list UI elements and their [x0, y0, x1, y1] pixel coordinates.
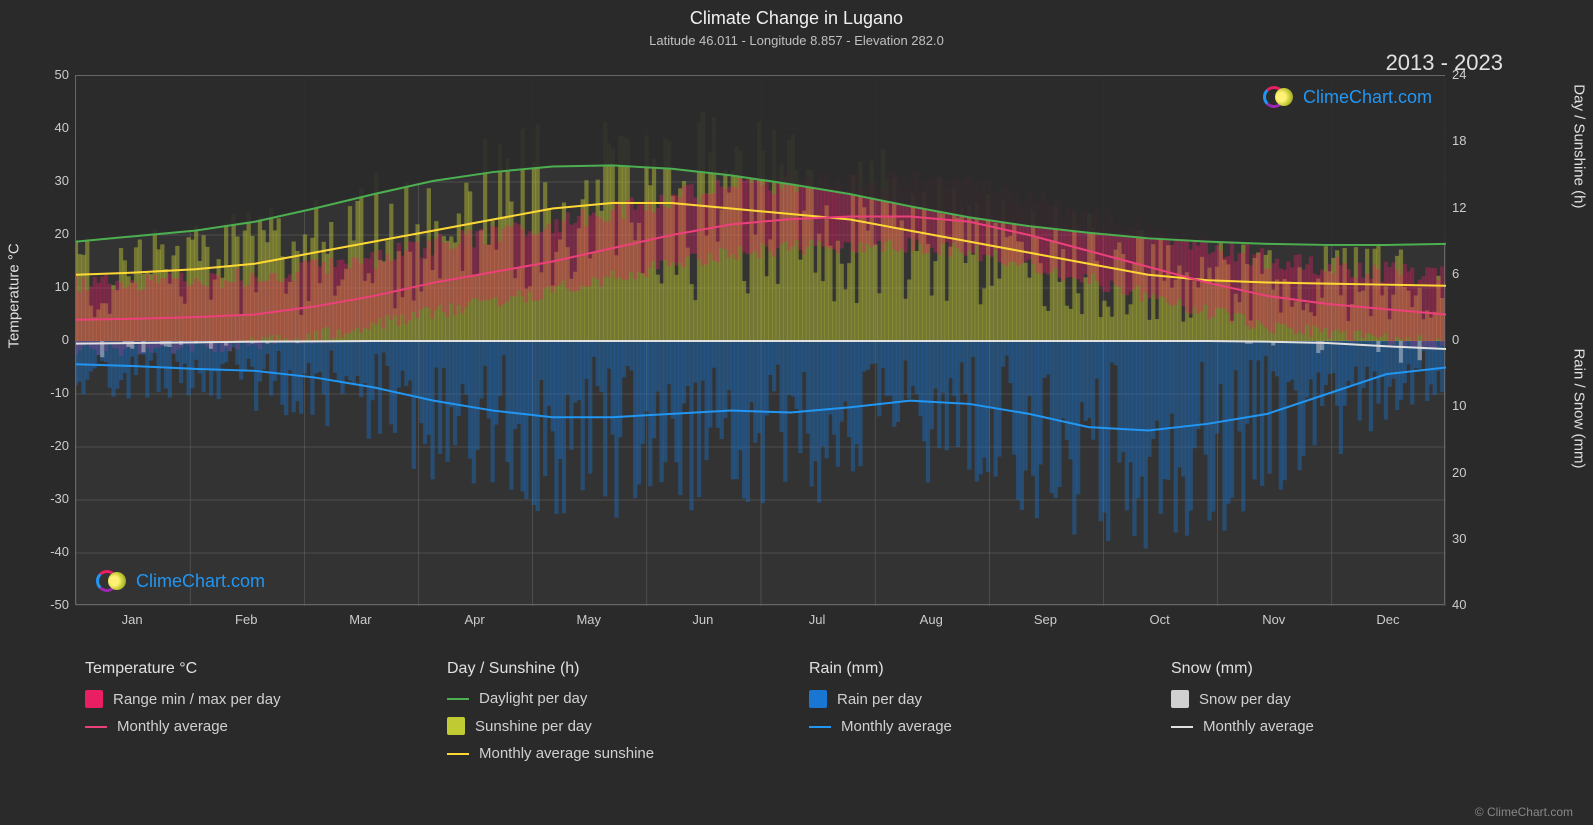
legend-header: Rain (mm) — [809, 660, 1171, 678]
legend-column: Rain (mm) Rain per day Monthly average — [809, 660, 1171, 772]
chart-subtitle: Latitude 46.011 - Longitude 8.857 - Elev… — [0, 29, 1593, 48]
x-tick: Sep — [1020, 612, 1070, 627]
legend-header: Temperature °C — [85, 660, 447, 678]
watermark-text: ClimeChart.com — [136, 571, 265, 592]
legend-item: Monthly average — [809, 718, 1171, 735]
copyright: © ClimeChart.com — [1475, 805, 1573, 819]
y-tick-left: -50 — [29, 597, 69, 612]
legend-swatch-icon — [1171, 690, 1189, 708]
y-tick-left: 30 — [29, 173, 69, 188]
y-tick-left: -30 — [29, 491, 69, 506]
x-tick: Aug — [906, 612, 956, 627]
legend-line-icon — [809, 726, 831, 728]
y-tick-left: 10 — [29, 279, 69, 294]
y-tick-left: -40 — [29, 544, 69, 559]
legend-label: Daylight per day — [479, 690, 587, 707]
legend-line-icon — [1171, 726, 1193, 728]
watermark-text: ClimeChart.com — [1303, 87, 1432, 108]
y-tick-right: 12 — [1452, 200, 1492, 215]
legend-item: Sunshine per day — [447, 717, 809, 735]
legend-swatch-icon — [447, 717, 465, 735]
x-tick: Apr — [450, 612, 500, 627]
x-tick: Jul — [792, 612, 842, 627]
x-tick: Nov — [1249, 612, 1299, 627]
legend-label: Range min / max per day — [113, 691, 281, 708]
y-tick-left: 40 — [29, 120, 69, 135]
y-tick-right: 0 — [1452, 332, 1492, 347]
y-tick-right: 10 — [1452, 398, 1492, 413]
y-axis-right-top-label: Day / Sunshine (h) — [1571, 84, 1588, 208]
x-tick: Oct — [1135, 612, 1185, 627]
legend-item: Daylight per day — [447, 690, 809, 707]
watermark-top: ClimeChart.com — [1263, 86, 1432, 108]
legend-item: Range min / max per day — [85, 690, 447, 708]
y-tick-left: 0 — [29, 332, 69, 347]
legend-label: Sunshine per day — [475, 718, 592, 735]
y-tick-left: -20 — [29, 438, 69, 453]
legend-label: Monthly average — [1203, 718, 1314, 735]
y-tick-left: 50 — [29, 67, 69, 82]
legend-label: Monthly average — [841, 718, 952, 735]
legend-swatch-icon — [85, 690, 103, 708]
legend-label: Rain per day — [837, 691, 922, 708]
x-tick: Dec — [1363, 612, 1413, 627]
x-tick: Feb — [221, 612, 271, 627]
legend-column: Day / Sunshine (h) Daylight per day Sunshi… — [447, 660, 809, 772]
y-axis-right-bot-label: Rain / Snow (mm) — [1571, 348, 1588, 468]
x-tick: Mar — [335, 612, 385, 627]
legend-item: Rain per day — [809, 690, 1171, 708]
y-tick-left: -10 — [29, 385, 69, 400]
legend-line-icon — [447, 698, 469, 700]
y-tick-right: 18 — [1452, 133, 1492, 148]
y-tick-right: 20 — [1452, 465, 1492, 480]
legend: Temperature °C Range min / max per day Mon… — [85, 660, 1533, 772]
y-tick-right: 40 — [1452, 597, 1492, 612]
legend-column: Temperature °C Range min / max per day Mon… — [85, 660, 447, 772]
y-tick-left: 20 — [29, 226, 69, 241]
x-tick: Jun — [678, 612, 728, 627]
legend-item: Monthly average — [1171, 718, 1533, 735]
legend-label: Snow per day — [1199, 691, 1291, 708]
y-axis-left-label: Temperature °C — [6, 243, 23, 348]
y-tick-right: 30 — [1452, 531, 1492, 546]
y-tick-right: 24 — [1452, 67, 1492, 82]
watermark-bottom: ClimeChart.com — [96, 570, 265, 592]
x-tick: May — [564, 612, 614, 627]
x-tick: Jan — [107, 612, 157, 627]
climechart-logo-icon — [96, 570, 130, 592]
legend-item: Snow per day — [1171, 690, 1533, 708]
chart-svg — [76, 76, 1446, 606]
legend-header: Day / Sunshine (h) — [447, 660, 809, 678]
legend-line-icon — [447, 753, 469, 755]
legend-column: Snow (mm) Snow per day Monthly average — [1171, 660, 1533, 772]
chart-title: Climate Change in Lugano — [0, 0, 1593, 29]
chart-plot-area: ClimeChart.com ClimeChart.com — [75, 75, 1445, 605]
y-tick-right: 6 — [1452, 266, 1492, 281]
legend-item: Monthly average — [85, 718, 447, 735]
legend-swatch-icon — [809, 690, 827, 708]
legend-item: Monthly average sunshine — [447, 745, 809, 762]
climechart-logo-icon — [1263, 86, 1297, 108]
legend-header: Snow (mm) — [1171, 660, 1533, 678]
legend-label: Monthly average — [117, 718, 228, 735]
legend-label: Monthly average sunshine — [479, 745, 654, 762]
legend-line-icon — [85, 726, 107, 728]
